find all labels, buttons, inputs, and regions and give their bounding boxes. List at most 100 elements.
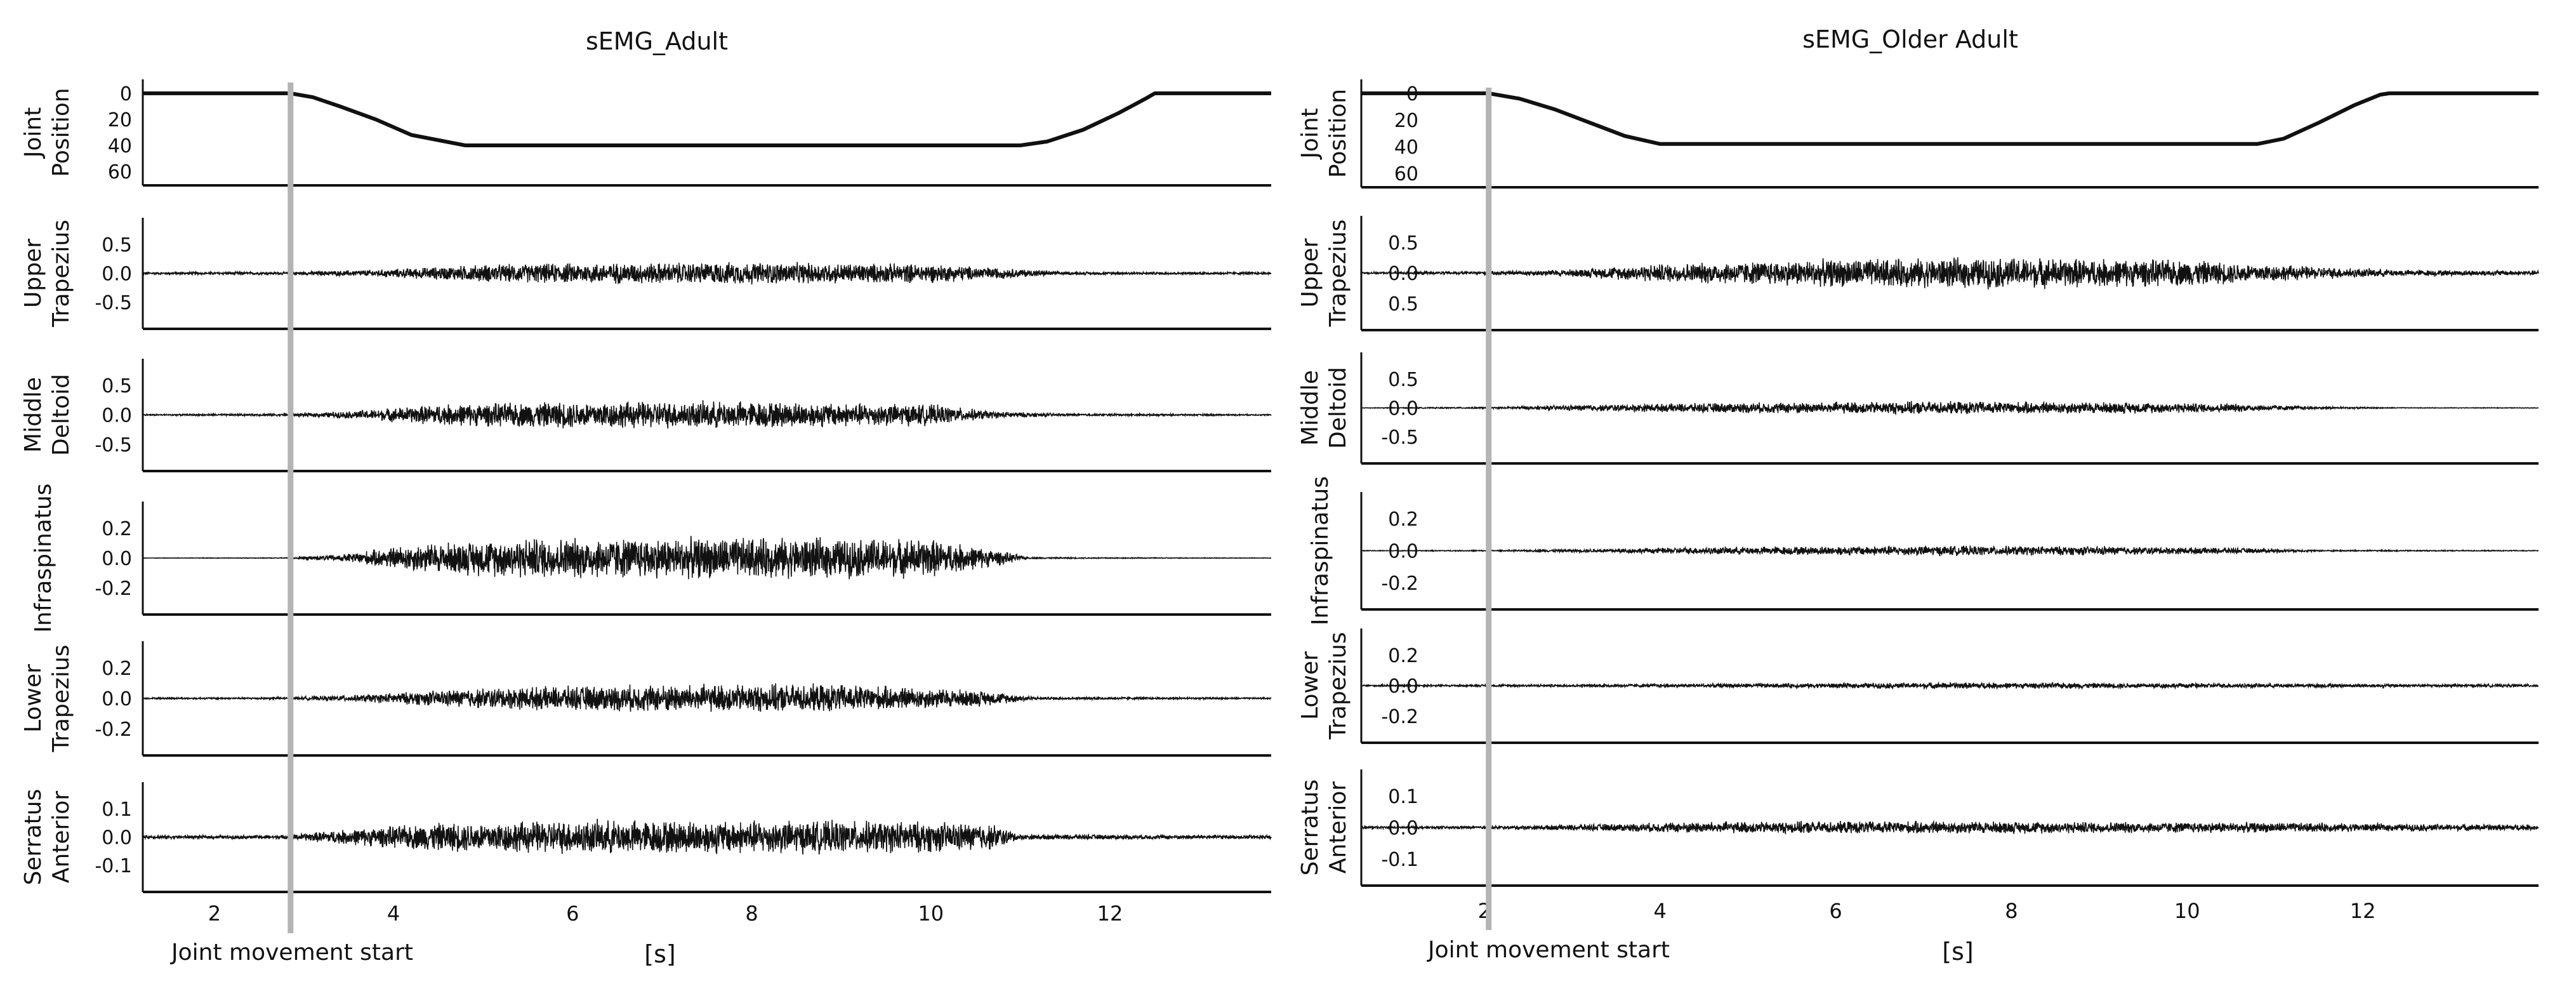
x-tick-label: 10 <box>2174 899 2200 923</box>
row-middle-deltoid: MiddleDeltoid 0.5 0.0 -0.5 <box>1297 352 2539 465</box>
x-tick-label: 6 <box>1829 899 1842 923</box>
x-tick-label: 6 <box>566 901 579 926</box>
row-label-word: Joint <box>20 107 46 159</box>
row-infraspinatus: Infraspinatus 0.2 0.0 -0.2 <box>1307 476 2539 625</box>
y-tick-label: 0.0 <box>1388 541 1418 563</box>
row-label-word: Trapezius <box>1325 219 1351 327</box>
y-tick-label: -0.2 <box>1381 706 1418 728</box>
y-tick-label: 0.2 <box>102 518 132 540</box>
row-label-word: Lower <box>20 664 46 733</box>
row-label: UpperTrapezius <box>20 220 74 328</box>
row-lower-trapezius: LowerTrapezius 0.20.0-0.2 <box>20 641 1272 757</box>
row-label: Infraspinatus <box>30 483 56 632</box>
y-tick-label: 20 <box>1394 110 1418 132</box>
row-label-word: Upper <box>20 239 46 308</box>
x-axis-label-older-adult: [s] <box>1942 938 1973 966</box>
marker-label-older-adult: Joint movement start <box>1427 937 1670 963</box>
y-tick-label: 0.1 <box>1388 786 1418 808</box>
row-label: JointPosition <box>1297 89 1351 178</box>
row-label-word: Lower <box>1297 651 1323 720</box>
emg-signal-line <box>142 400 1272 429</box>
row-label-word: Infraspinatus <box>30 483 56 632</box>
emg-signal-line <box>142 818 1272 855</box>
x-tick-label: 4 <box>1653 899 1666 923</box>
y-tick-label: 0.2 <box>1388 509 1418 531</box>
x-tick-label: 10 <box>918 901 944 926</box>
panel-older-adult: sEMG_Older Adult Joint movement start [s… <box>1297 25 2539 966</box>
row-label-word: Serratus <box>20 789 46 886</box>
emg-signal-line <box>1361 681 2539 690</box>
y-tick-label: 0.5 <box>102 234 132 256</box>
emg-signal-line <box>142 536 1272 580</box>
y-tick-label: 0.0 <box>1388 398 1418 420</box>
y-tick-label: 0.0 <box>102 688 132 710</box>
x-tick-label: 8 <box>2005 899 2018 923</box>
marker-label-adult: Joint movement start <box>170 940 413 966</box>
row-label-word: Upper <box>1297 238 1323 307</box>
row-label-word: Anterior <box>1325 781 1351 874</box>
y-tick-label: 40 <box>1394 136 1418 159</box>
row-label-word: Trapezius <box>1325 632 1351 740</box>
row-label-word: Deltoid <box>1325 367 1351 449</box>
y-tick-label: -0.5 <box>95 434 132 456</box>
row-serratus-anterior: SerratusAnterior 0.10.0-0.1 <box>1297 769 2539 887</box>
row-serratus-anterior: SerratusAnterior 0.1 0.0 -0.1 <box>20 782 1272 893</box>
row-label-word: Trapezius <box>48 644 74 752</box>
y-tick-label: 0.0 <box>102 548 132 570</box>
row-label: SerratusAnterior <box>1297 780 1351 876</box>
row-label: Infraspinatus <box>1307 476 1333 625</box>
row-label-word: Middle <box>1297 370 1323 446</box>
y-tick-label: 0.0 <box>102 405 132 427</box>
y-tick-label: 0.2 <box>1388 645 1418 667</box>
row-lower-trapezius: LowerTrapezius 0.20.0-0.2 <box>1297 628 2539 744</box>
panel-adult: sEMG_Adult Joint movement start [s] Join… <box>20 27 1272 968</box>
row-label: LowerTrapezius <box>20 644 74 752</box>
y-tick-label: 0.1 <box>102 799 132 821</box>
y-tick-label: -0.2 <box>95 578 132 600</box>
row-label: JointPosition <box>20 88 74 176</box>
emg-signal-line <box>142 262 1272 285</box>
y-tick-label: 60 <box>1394 163 1418 185</box>
y-tick-label: 0.5 <box>102 375 132 397</box>
y-tick-label: -0.1 <box>95 855 132 877</box>
x-tick-label: 4 <box>387 901 400 926</box>
row-label-word: Trapezius <box>48 220 74 328</box>
emg-signal-line <box>1361 820 2539 835</box>
y-tick-label: 0.5 <box>1388 369 1418 391</box>
row-upper-trapezius: UpperTrapezius 0.5 0.0 -0.5 <box>20 218 1272 330</box>
row-label-word: Deltoid <box>48 374 74 456</box>
x-tick-label: 2 <box>208 901 221 926</box>
y-tick-label: 20 <box>108 109 132 131</box>
y-tick-label: -0.2 <box>1381 573 1418 595</box>
y-tick-label: 0.0 <box>102 263 132 286</box>
y-tick-label: 40 <box>108 135 132 157</box>
row-label-word: Middle <box>20 377 46 453</box>
y-tick-label: -0.5 <box>95 292 132 314</box>
y-tick-label: 0.0 <box>102 827 132 849</box>
x-axis-label-adult: [s] <box>644 940 675 968</box>
x-tick-label: 8 <box>745 901 758 926</box>
chart-title-older-adult: sEMG_Older Adult <box>1802 25 2018 53</box>
row-label-word: Position <box>1325 89 1351 178</box>
row-label: MiddleDeltoid <box>20 374 74 456</box>
row-label: SerratusAnterior <box>20 789 74 886</box>
y-tick-label: 0.5 <box>1388 293 1418 316</box>
y-tick-label: -0.1 <box>1381 849 1418 871</box>
row-middle-deltoid: MiddleDeltoid 0.5 0.0 -0.5 <box>20 359 1272 472</box>
row-label-word: Anterior <box>48 791 74 884</box>
y-tick-label: 0 <box>120 83 132 105</box>
y-tick-label: -0.2 <box>95 719 132 741</box>
x-tick-label: 12 <box>2350 899 2376 923</box>
row-infraspinatus: Infraspinatus 0.2 0.0 -0.2 <box>30 483 1272 633</box>
row-label-word: Serratus <box>1297 780 1323 876</box>
emg-signal-line <box>1361 257 2539 289</box>
row-label-word: Infraspinatus <box>1307 476 1333 625</box>
row-label: LowerTrapezius <box>1297 632 1351 740</box>
row-label-word: Position <box>48 88 74 176</box>
emg-signal-line <box>142 683 1272 712</box>
row-label: UpperTrapezius <box>1297 219 1351 327</box>
joint-position-line <box>1361 91 2539 146</box>
